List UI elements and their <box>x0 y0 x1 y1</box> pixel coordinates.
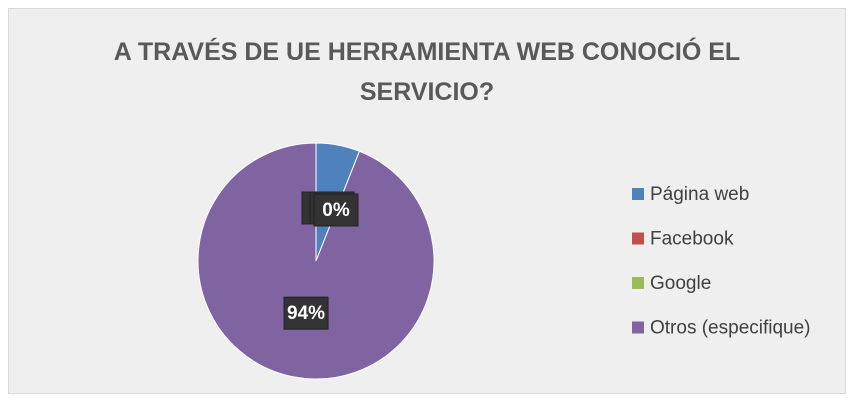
legend-swatch <box>632 188 644 200</box>
data-label-box <box>283 296 329 330</box>
legend-label: Otros (especifique) <box>650 318 811 339</box>
data-label: 94% <box>287 303 325 324</box>
legend-label: Facebook <box>650 229 734 250</box>
legend-swatch <box>632 277 644 289</box>
data-label-box <box>313 193 359 227</box>
legend-swatch <box>632 232 644 245</box>
legend-swatch <box>632 321 644 334</box>
pie-slice <box>197 142 435 380</box>
chart-frame <box>8 8 846 394</box>
legend-label: Página web <box>650 184 749 205</box>
chart-title: A TRAVÉS DE UE HERRAMIENTA WEB CONOCIÓ E… <box>113 38 741 106</box>
data-label: 0% <box>322 200 350 221</box>
legend-label: Google <box>650 273 711 294</box>
